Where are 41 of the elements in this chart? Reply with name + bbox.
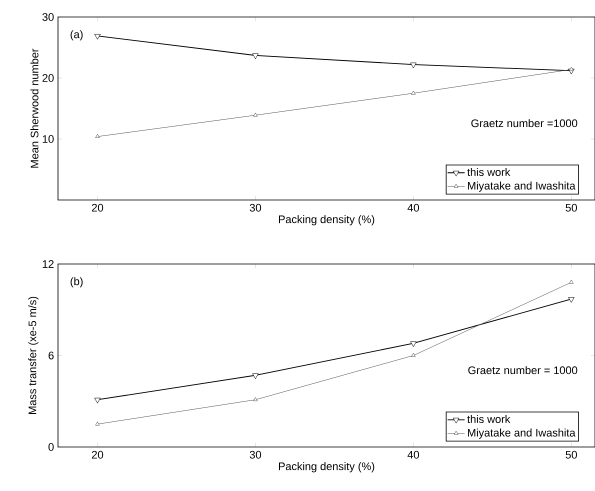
x-axis-title: Packing density (%) bbox=[278, 215, 374, 226]
y-tick-label: 0 bbox=[48, 443, 54, 451]
x-axis-title: Packing density (%) bbox=[278, 462, 374, 472]
y-tick-label: 10 bbox=[42, 135, 54, 143]
legend-label: Miyatake and Iwashita bbox=[468, 428, 576, 439]
annotation: (a) bbox=[70, 30, 83, 40]
x-tick-label: 30 bbox=[250, 450, 262, 459]
x-tick-label: 40 bbox=[408, 204, 420, 212]
legend-label: this work bbox=[467, 414, 510, 424]
x-tick-label: 50 bbox=[566, 450, 577, 459]
y-tick-label: 20 bbox=[42, 74, 54, 82]
point bbox=[95, 134, 100, 138]
point bbox=[569, 66, 574, 71]
x-tick-label: 30 bbox=[250, 204, 262, 212]
x-tick-label: 50 bbox=[566, 204, 577, 212]
y-axis-title: Mean Sherwood number bbox=[30, 48, 38, 168]
point bbox=[253, 112, 258, 117]
annotation: Graetz number = 1000 bbox=[468, 366, 578, 374]
point bbox=[252, 53, 259, 60]
point bbox=[253, 397, 258, 402]
point bbox=[94, 398, 101, 404]
y-tick-label: 6 bbox=[48, 352, 54, 360]
y-tick-label: 12 bbox=[42, 260, 54, 268]
point bbox=[94, 34, 101, 40]
x-tick-label: 20 bbox=[92, 450, 104, 459]
y-tick-label: 30 bbox=[42, 13, 54, 21]
annotation: (b) bbox=[70, 277, 83, 288]
x-tick-label: 40 bbox=[408, 450, 420, 459]
point bbox=[411, 352, 416, 357]
x-tick-label: 20 bbox=[92, 204, 104, 212]
legend-label: this work bbox=[467, 168, 510, 176]
annotation: Graetz number =1000 bbox=[471, 119, 578, 128]
legend-label: Miyatake and Iwashita bbox=[468, 182, 576, 192]
point bbox=[410, 62, 417, 68]
point bbox=[410, 341, 417, 347]
point bbox=[252, 373, 259, 379]
point bbox=[411, 90, 416, 95]
y-axis-title: Mass transfer (xe-5 m/s) bbox=[28, 296, 38, 414]
point bbox=[568, 297, 574, 303]
point bbox=[95, 422, 100, 426]
point bbox=[569, 280, 574, 284]
